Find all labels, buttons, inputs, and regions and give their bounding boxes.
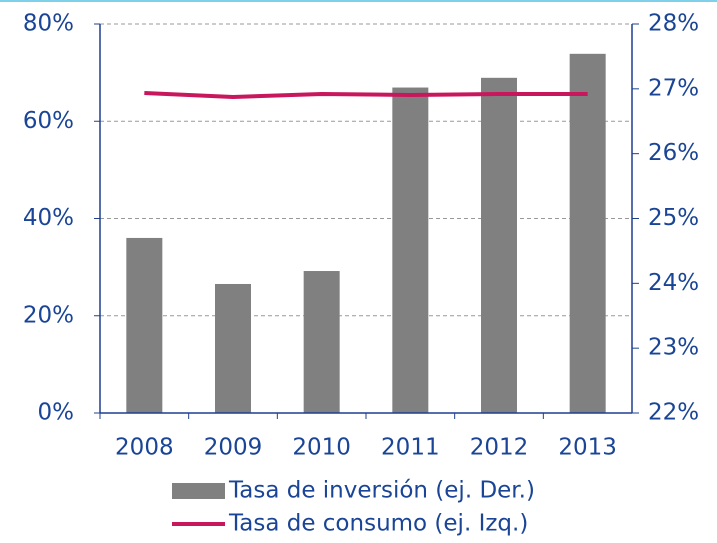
x-tick-label: 2012 (470, 435, 529, 461)
line (144, 91, 588, 99)
y-tick-label: 40% (23, 205, 74, 231)
y-tick-label: 0% (38, 400, 75, 426)
y-tick-label: 20% (23, 302, 74, 328)
x-tick-label: 2008 (115, 435, 174, 461)
legend-label: Tasa de consumo (ej. Izq.) (228, 511, 528, 537)
bar (392, 87, 429, 413)
y2-tick-label: 25% (648, 205, 699, 231)
y-tick-label: 60% (23, 108, 74, 134)
legend-label: Tasa de inversión (ej. Der.) (228, 478, 535, 504)
bar (215, 283, 251, 413)
legend-swatch (172, 483, 225, 499)
y2-tick-label: 26% (648, 140, 699, 166)
y2-tick-label: 23% (648, 335, 699, 361)
bar (569, 53, 606, 413)
y2-tick-label: 28% (648, 11, 699, 37)
x-tick-label: 2011 (381, 435, 440, 461)
y2-tick-label: 22% (648, 400, 699, 426)
bar (481, 77, 517, 413)
y-tick-label: 80% (23, 11, 74, 37)
y2-tick-label: 24% (648, 270, 699, 296)
y2-tick-label: 27% (648, 75, 699, 101)
x-tick-label: 2013 (558, 435, 617, 461)
x-tick-label: 2010 (292, 435, 351, 461)
bar (126, 237, 163, 413)
x-tick-label: 2009 (204, 435, 263, 461)
bar (303, 271, 340, 413)
